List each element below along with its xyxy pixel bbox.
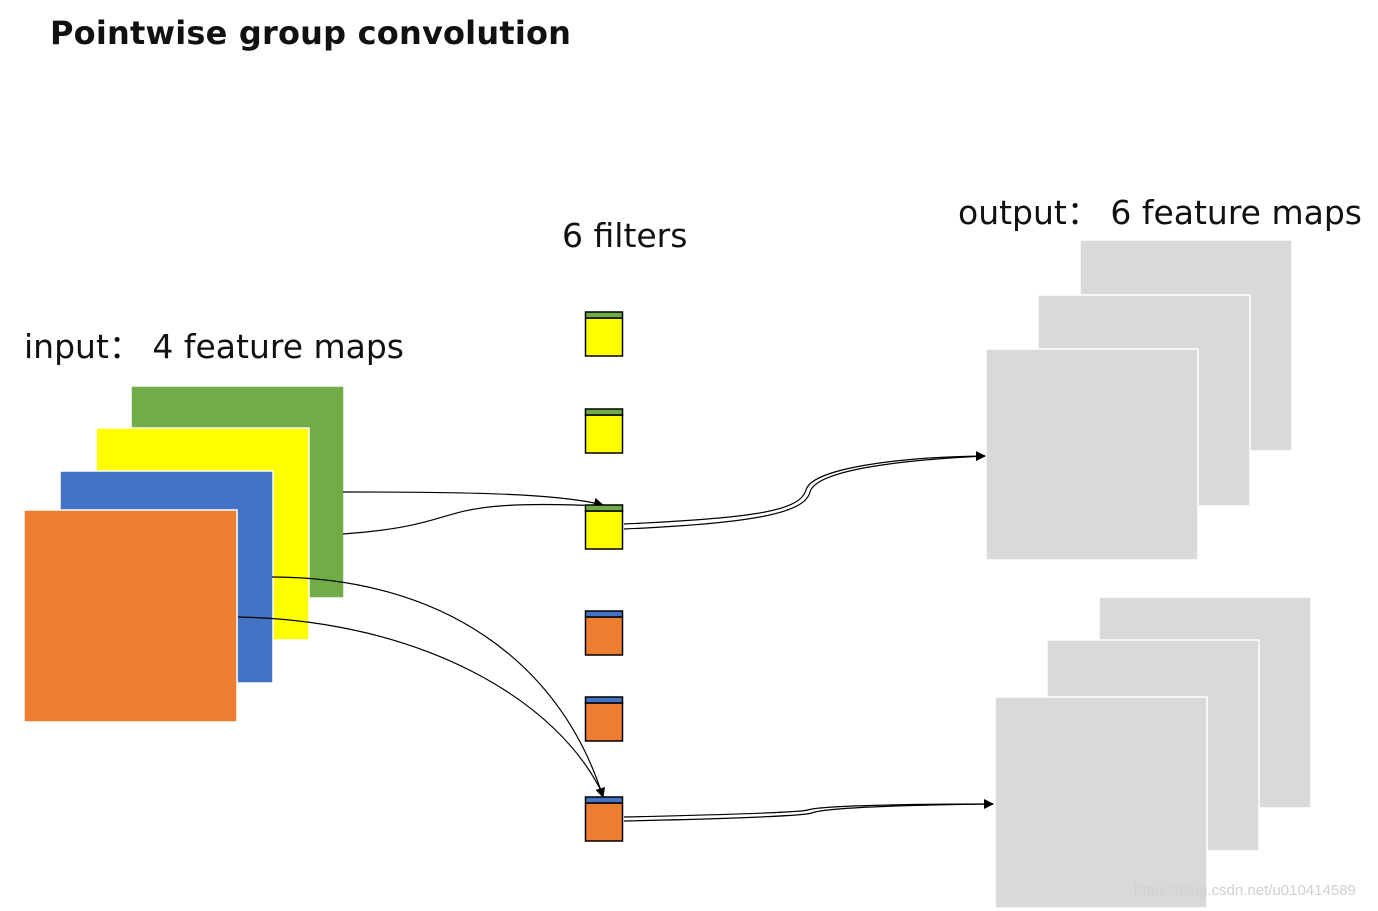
input-feature-maps	[23, 385, 345, 723]
filter-5	[584, 696, 624, 742]
filter-6	[584, 796, 624, 842]
diagram-title: Pointwise group convolution	[50, 14, 572, 52]
filter-3	[584, 504, 624, 550]
filter-1	[584, 311, 624, 357]
filter-2	[584, 408, 624, 454]
filter-5-body	[584, 702, 624, 742]
filter-4-body	[584, 616, 624, 656]
arrow-filter-6-to-output-bottom-b	[623, 803, 994, 822]
filter-1-body	[584, 317, 624, 357]
filters-column	[584, 311, 624, 842]
output-group-bottom-map-3	[994, 696, 1208, 909]
arrow-green-to-filter-3	[342, 491, 604, 508]
filter-6-body	[584, 802, 624, 842]
filter-1-top	[584, 311, 624, 319]
watermark-text: https://blog.csdn.net/u010414589	[1134, 882, 1356, 899]
filter-2-body	[584, 414, 624, 454]
input-map-orange	[23, 509, 238, 723]
output-feature-maps	[985, 239, 1312, 909]
filter-3-body	[584, 510, 624, 550]
filter-6-top	[584, 796, 624, 804]
filter-4-top	[584, 610, 624, 618]
filters-label: 6 filters	[562, 216, 688, 255]
arrow-orange-to-filter-6	[237, 616, 605, 798]
arrow-yellow-to-filter-3	[342, 503, 604, 535]
output-label: output： 6 feature maps	[958, 193, 1362, 232]
arrow-filter-6-to-output-bottom-a	[623, 799, 994, 818]
arrow-blue-to-filter-6	[271, 576, 606, 798]
input-label: input： 4 feature maps	[24, 327, 404, 366]
arrow-filter-3-to-output-top-a	[623, 451, 986, 525]
filter-4	[584, 610, 624, 656]
output-group-top-map-3	[985, 348, 1199, 561]
filter-5-top	[584, 696, 624, 704]
arrow-filter-3-to-output-top-b	[623, 455, 986, 530]
filter-3-top	[584, 504, 624, 512]
filter-2-top	[584, 408, 624, 416]
connection-arrows	[237, 451, 994, 822]
